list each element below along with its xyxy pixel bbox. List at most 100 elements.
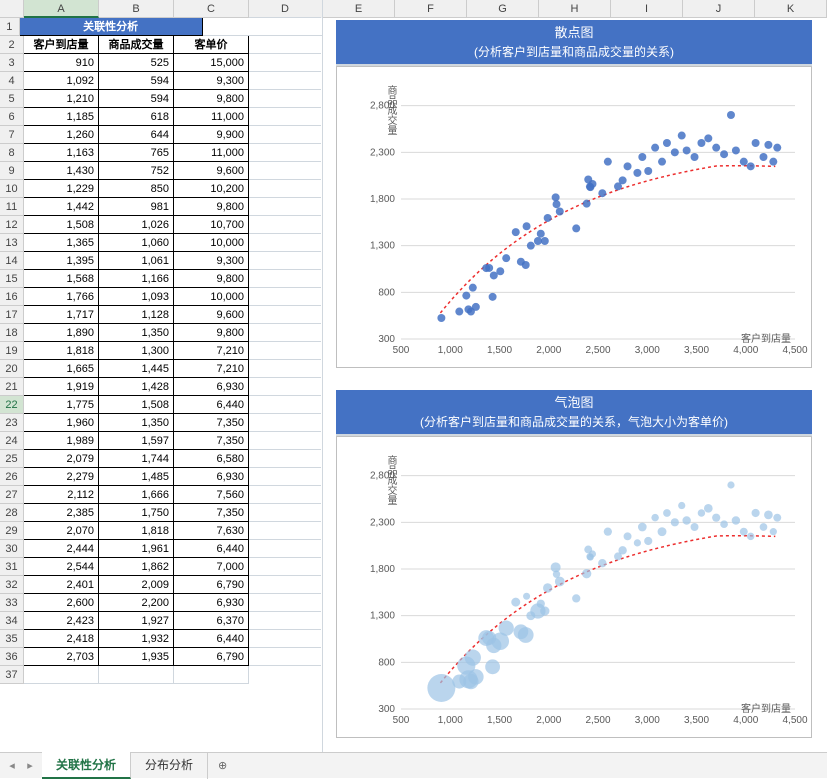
table-cell[interactable]: 1,744 <box>99 450 174 468</box>
row-header-4[interactable]: 4 <box>0 72 24 90</box>
table-cell[interactable]: 765 <box>99 144 174 162</box>
column-header-H[interactable]: H <box>539 0 611 18</box>
column-header-E[interactable]: E <box>323 0 395 18</box>
table-cell[interactable]: 7,350 <box>174 504 249 522</box>
table-cell[interactable]: 910 <box>24 54 99 72</box>
row-header-26[interactable]: 26 <box>0 468 24 486</box>
table-cell[interactable]: 2,418 <box>24 630 99 648</box>
table-cell[interactable]: 1,862 <box>99 558 174 576</box>
table-cell[interactable]: 1,163 <box>24 144 99 162</box>
table-cell[interactable]: 1,568 <box>24 270 99 288</box>
table-cell[interactable]: 11,000 <box>174 144 249 162</box>
row-header-11[interactable]: 11 <box>0 198 24 216</box>
table-cell[interactable]: 2,200 <box>99 594 174 612</box>
row-header-6[interactable]: 6 <box>0 108 24 126</box>
table-cell[interactable]: 1,818 <box>24 342 99 360</box>
row-header-1[interactable]: 1 <box>0 18 20 36</box>
table-cell[interactable]: 9,800 <box>174 198 249 216</box>
sheet-tab[interactable]: 分布分析 <box>131 752 208 779</box>
table-cell[interactable]: 1,485 <box>99 468 174 486</box>
table-cell[interactable]: 1,092 <box>24 72 99 90</box>
table-cell[interactable]: 1,060 <box>99 234 174 252</box>
row-header-21[interactable]: 21 <box>0 378 24 396</box>
table-cell[interactable]: 10,000 <box>174 288 249 306</box>
table-cell[interactable]: 1,775 <box>24 396 99 414</box>
row-header-23[interactable]: 23 <box>0 414 24 432</box>
table-cell[interactable]: 1,210 <box>24 90 99 108</box>
table-cell[interactable]: 1,919 <box>24 378 99 396</box>
table-cell[interactable]: 2,009 <box>99 576 174 594</box>
row-header-22[interactable]: 22 <box>0 396 24 414</box>
table-cell[interactable]: 1,026 <box>99 216 174 234</box>
row-header-31[interactable]: 31 <box>0 558 24 576</box>
table-cell[interactable]: 10,000 <box>174 234 249 252</box>
column-header-A[interactable]: A <box>24 0 99 18</box>
table-cell[interactable]: 1,166 <box>99 270 174 288</box>
table-cell[interactable]: 594 <box>99 72 174 90</box>
table-cell[interactable]: 6,440 <box>174 540 249 558</box>
table-cell[interactable]: 15,000 <box>174 54 249 72</box>
table-cell[interactable]: 1,428 <box>99 378 174 396</box>
row-header-37[interactable]: 37 <box>0 666 24 684</box>
column-header-K[interactable]: K <box>755 0 827 18</box>
row-header-27[interactable]: 27 <box>0 486 24 504</box>
table-cell[interactable]: 9,800 <box>174 324 249 342</box>
table-cell[interactable]: 1,750 <box>99 504 174 522</box>
table-cell[interactable]: 1,961 <box>99 540 174 558</box>
row-header-18[interactable]: 18 <box>0 324 24 342</box>
table-cell[interactable]: 7,210 <box>174 342 249 360</box>
table-cell[interactable]: 1,508 <box>99 396 174 414</box>
table-cell[interactable]: 2,079 <box>24 450 99 468</box>
table-cell[interactable]: 1,350 <box>99 414 174 432</box>
table-cell[interactable]: 1,597 <box>99 432 174 450</box>
table-cell[interactable]: 1,890 <box>24 324 99 342</box>
add-sheet-button[interactable]: ⊕ <box>208 755 237 776</box>
table-cell[interactable]: 981 <box>99 198 174 216</box>
table-cell[interactable]: 6,580 <box>174 450 249 468</box>
table-cell[interactable]: 1,766 <box>24 288 99 306</box>
row-header-34[interactable]: 34 <box>0 612 24 630</box>
table-cell[interactable]: 2,112 <box>24 486 99 504</box>
row-header-7[interactable]: 7 <box>0 126 24 144</box>
row-header-25[interactable]: 25 <box>0 450 24 468</box>
column-header-F[interactable]: F <box>395 0 467 18</box>
column-header-B[interactable]: B <box>99 0 174 18</box>
table-cell[interactable]: 1,818 <box>99 522 174 540</box>
row-header-2[interactable]: 2 <box>0 36 24 54</box>
table-cell[interactable]: 6,440 <box>174 396 249 414</box>
table-cell[interactable]: 10,200 <box>174 180 249 198</box>
row-header-35[interactable]: 35 <box>0 630 24 648</box>
table-cell[interactable]: 1,395 <box>24 252 99 270</box>
table-cell[interactable]: 1,665 <box>24 360 99 378</box>
table-cell[interactable]: 7,560 <box>174 486 249 504</box>
table-cell[interactable]: 1,442 <box>24 198 99 216</box>
table-cell[interactable]: 9,600 <box>174 162 249 180</box>
table-cell[interactable]: 1,260 <box>24 126 99 144</box>
table-cell[interactable]: 11,000 <box>174 108 249 126</box>
table-cell[interactable]: 525 <box>99 54 174 72</box>
row-header-19[interactable]: 19 <box>0 342 24 360</box>
table-cell[interactable]: 2,544 <box>24 558 99 576</box>
column-header-I[interactable]: I <box>611 0 683 18</box>
row-header-16[interactable]: 16 <box>0 288 24 306</box>
row-header-3[interactable]: 3 <box>0 54 24 72</box>
table-cell[interactable]: 752 <box>99 162 174 180</box>
column-header-G[interactable]: G <box>467 0 539 18</box>
table-cell[interactable]: 1,300 <box>99 342 174 360</box>
table-cell[interactable]: 1,365 <box>24 234 99 252</box>
row-header-24[interactable]: 24 <box>0 432 24 450</box>
row-header-20[interactable]: 20 <box>0 360 24 378</box>
sheet-tab[interactable]: 关联性分析 <box>42 752 131 779</box>
table-cell[interactable]: 1,960 <box>24 414 99 432</box>
table-cell[interactable]: 9,900 <box>174 126 249 144</box>
row-header-33[interactable]: 33 <box>0 594 24 612</box>
table-cell[interactable]: 1,927 <box>99 612 174 630</box>
table-cell[interactable]: 2,423 <box>24 612 99 630</box>
table-cell[interactable]: 2,600 <box>24 594 99 612</box>
table-cell[interactable]: 1,185 <box>24 108 99 126</box>
table-cell[interactable]: 850 <box>99 180 174 198</box>
table-cell[interactable]: 6,440 <box>174 630 249 648</box>
table-cell[interactable]: 9,800 <box>174 270 249 288</box>
table-cell[interactable]: 6,790 <box>174 576 249 594</box>
row-header-9[interactable]: 9 <box>0 162 24 180</box>
